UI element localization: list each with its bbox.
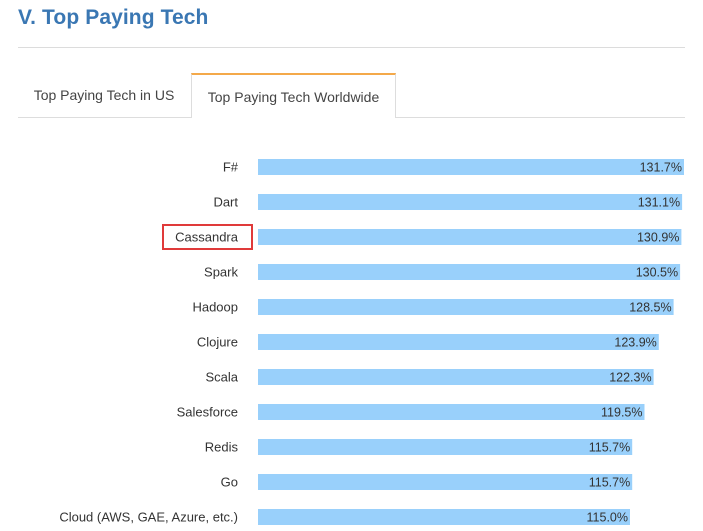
category-label-scala: Scala [205,370,238,385]
bar-salesforce[interactable] [258,404,645,420]
tab-bar: Top Paying Tech in US Top Paying Tech Wo… [18,73,685,118]
category-label-clojure: Clojure [197,335,238,350]
bar-clojure[interactable] [258,334,659,350]
category-label-redis: Redis [205,440,239,455]
tab-top-paying-tech-worldwide[interactable]: Top Paying Tech Worldwide [191,73,396,118]
bar-hadoop[interactable] [258,299,674,315]
value-label-f: 131.7% [640,161,682,175]
value-label-hadoop: 128.5% [629,301,671,315]
value-label-salesforce: 119.5% [601,406,642,420]
bar-cassandra[interactable] [258,229,682,245]
category-label-go: Go [221,475,238,490]
bar-cloud-aws-gae-azure-etc[interactable] [258,509,630,525]
highlight-box-cassandra [162,224,253,250]
bar-scala[interactable] [258,369,654,385]
value-label-dart: 131.1% [638,196,680,210]
value-label-clojure: 123.9% [614,336,656,350]
category-label-cloud-aws-gae-azure-etc: Cloud (AWS, GAE, Azure, etc.) [59,510,238,525]
title-divider [18,47,685,48]
category-label-cassandra: Cassandra [175,230,239,245]
category-label-spark: Spark [204,265,238,280]
bar-spark[interactable] [258,264,681,280]
bar-f[interactable] [258,159,684,175]
bar-redis[interactable] [258,439,633,455]
value-label-redis: 115.7% [589,441,630,455]
bar-go[interactable] [258,474,633,490]
tab-top-paying-tech-us[interactable]: Top Paying Tech in US [33,87,175,103]
value-label-cloud-aws-gae-azure-etc: 115.0% [587,511,628,525]
value-label-spark: 130.5% [636,266,678,280]
section-title: V. Top Paying Tech [18,6,209,29]
value-label-cassandra: 130.9% [637,231,679,245]
bar-dart[interactable] [258,194,683,210]
category-label-hadoop: Hadoop [192,300,238,315]
value-label-go: 115.7% [589,476,630,490]
chart-rows: F# 131.7% Dart 131.1% Cassandra 130.9% Spark 13… [59,159,684,525]
category-label-dart: Dart [213,195,238,210]
category-label-salesforce: Salesforce [177,405,238,420]
value-label-scala: 122.3% [609,371,651,385]
top-paying-tech-bar-chart: F# 131.7% Dart 131.1% Cassandra 130.9% Spark 13… [59,159,684,525]
category-label-f: F# [223,160,239,175]
